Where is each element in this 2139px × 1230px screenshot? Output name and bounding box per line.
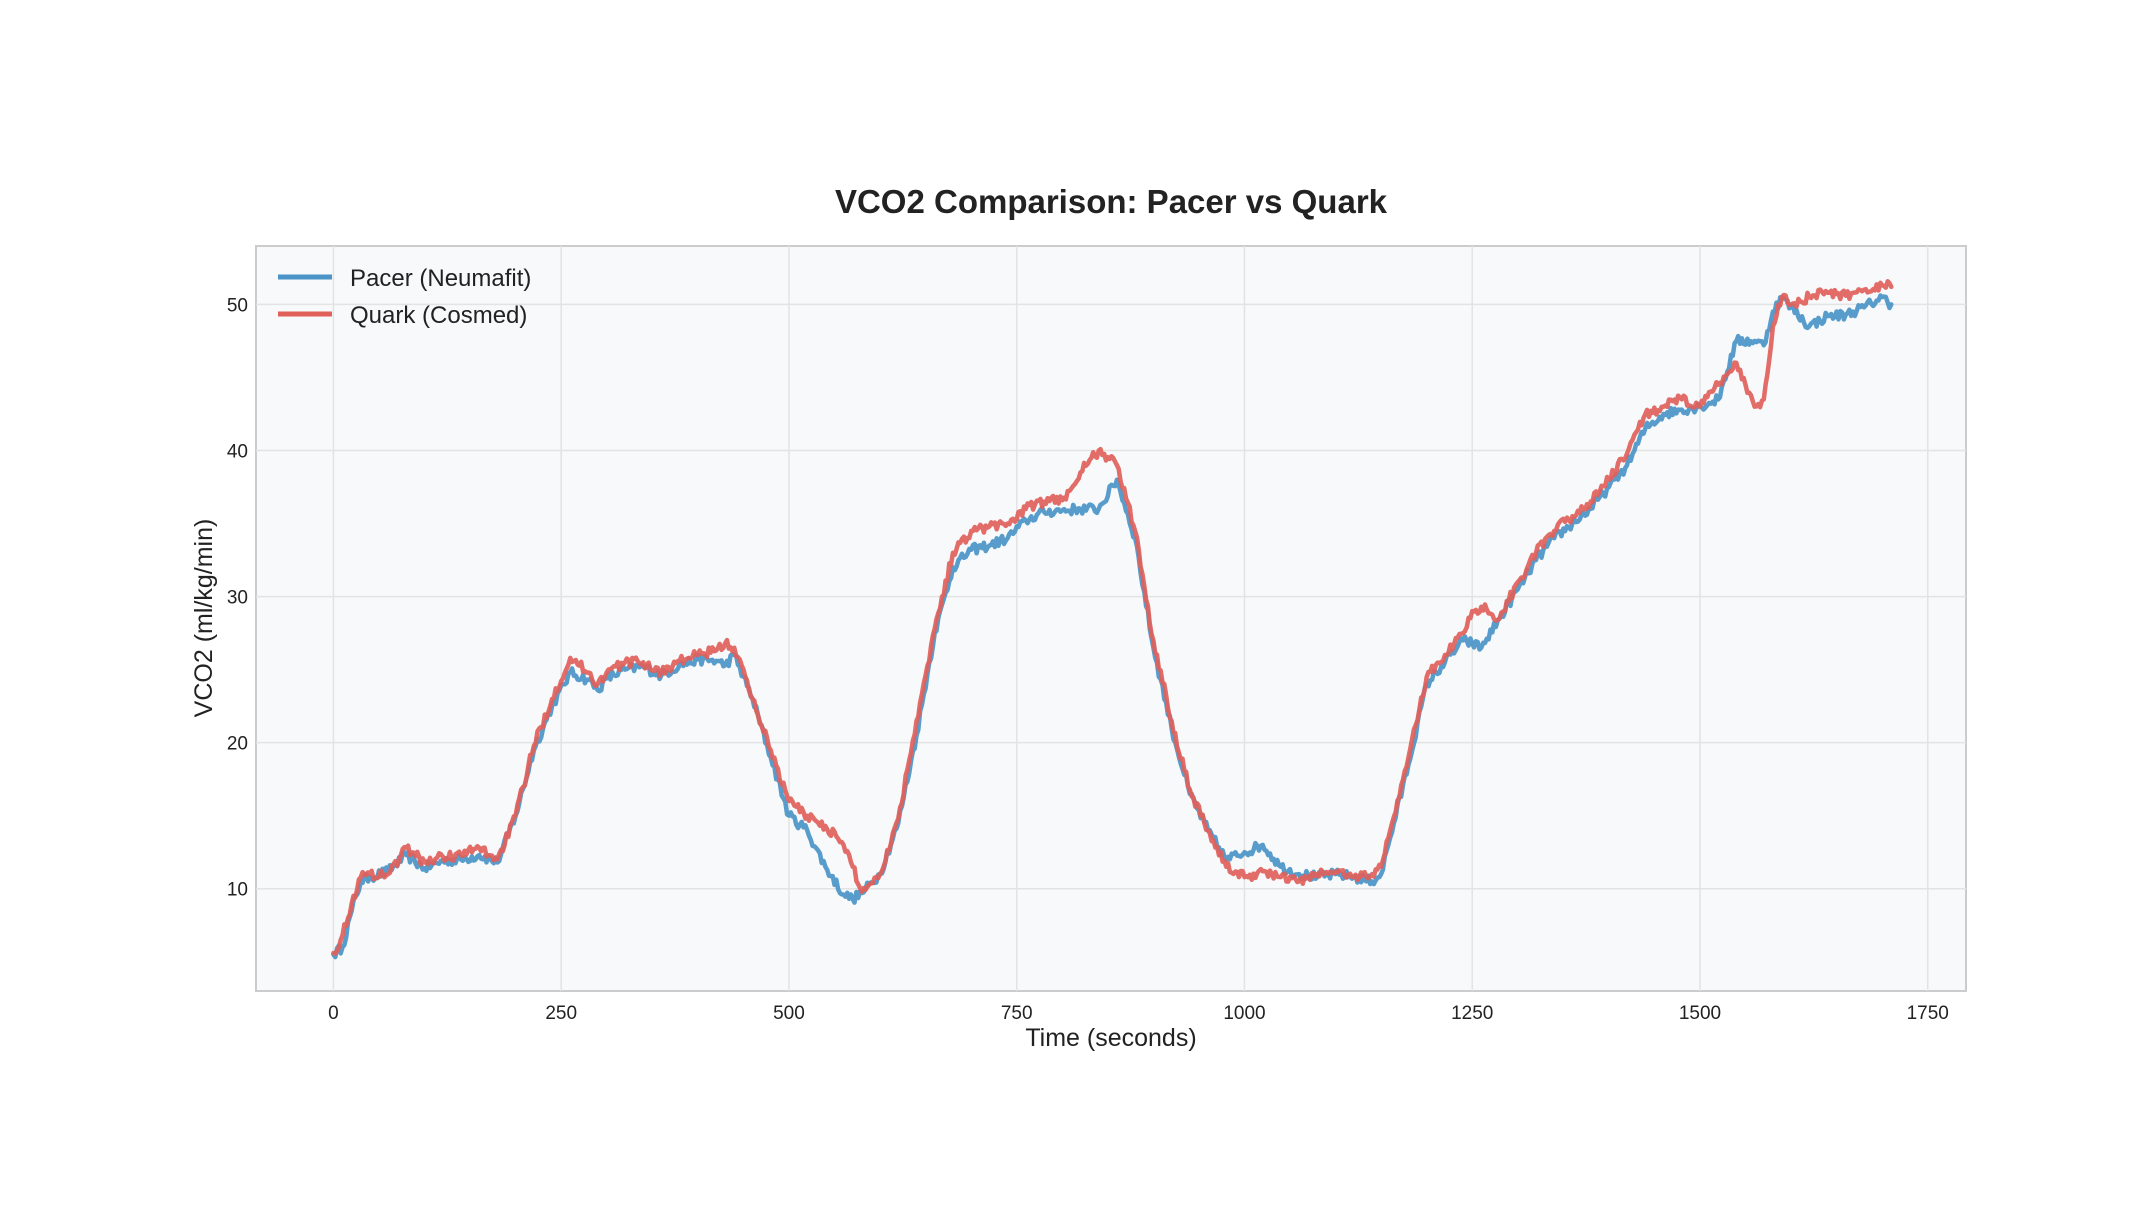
series-lines (331, 279, 1894, 960)
legend: Pacer (Neumafit) Quark (Cosmed) (278, 265, 531, 329)
x-tick-label: 1500 (1679, 1003, 1721, 1024)
x-tick-label: 0 (328, 1003, 339, 1024)
x-tick-label: 1750 (1907, 1003, 1949, 1024)
tick-labels: 0 250 500 750 1000 1250 1500 1750 10 20 30 40 50 (227, 295, 1949, 1024)
x-tick-label: 500 (773, 1003, 805, 1024)
x-tick-label: 750 (1001, 1003, 1033, 1024)
chart-title: VCO2 Comparison: Pacer vs Quark (835, 183, 1388, 220)
y-tick-label: 30 (227, 588, 248, 609)
series-line-quark (331, 279, 1894, 956)
y-tick-label: 20 (227, 734, 248, 755)
x-axis-label: Time (seconds) (1025, 1024, 1196, 1052)
legend-label-pacer: Pacer (Neumafit) (350, 265, 531, 292)
y-tick-label: 40 (227, 442, 248, 463)
x-tick-label: 1250 (1451, 1003, 1493, 1024)
y-tick-label: 10 (227, 880, 248, 901)
plot-area (255, 245, 1967, 992)
y-axis-label: VCO2 (ml/kg/min) (190, 519, 218, 718)
legend-label-quark: Quark (Cosmed) (350, 302, 527, 329)
y-tick-label: 50 (227, 295, 248, 316)
x-tick-label: 250 (545, 1003, 577, 1024)
x-tick-label: 1000 (1223, 1003, 1265, 1024)
